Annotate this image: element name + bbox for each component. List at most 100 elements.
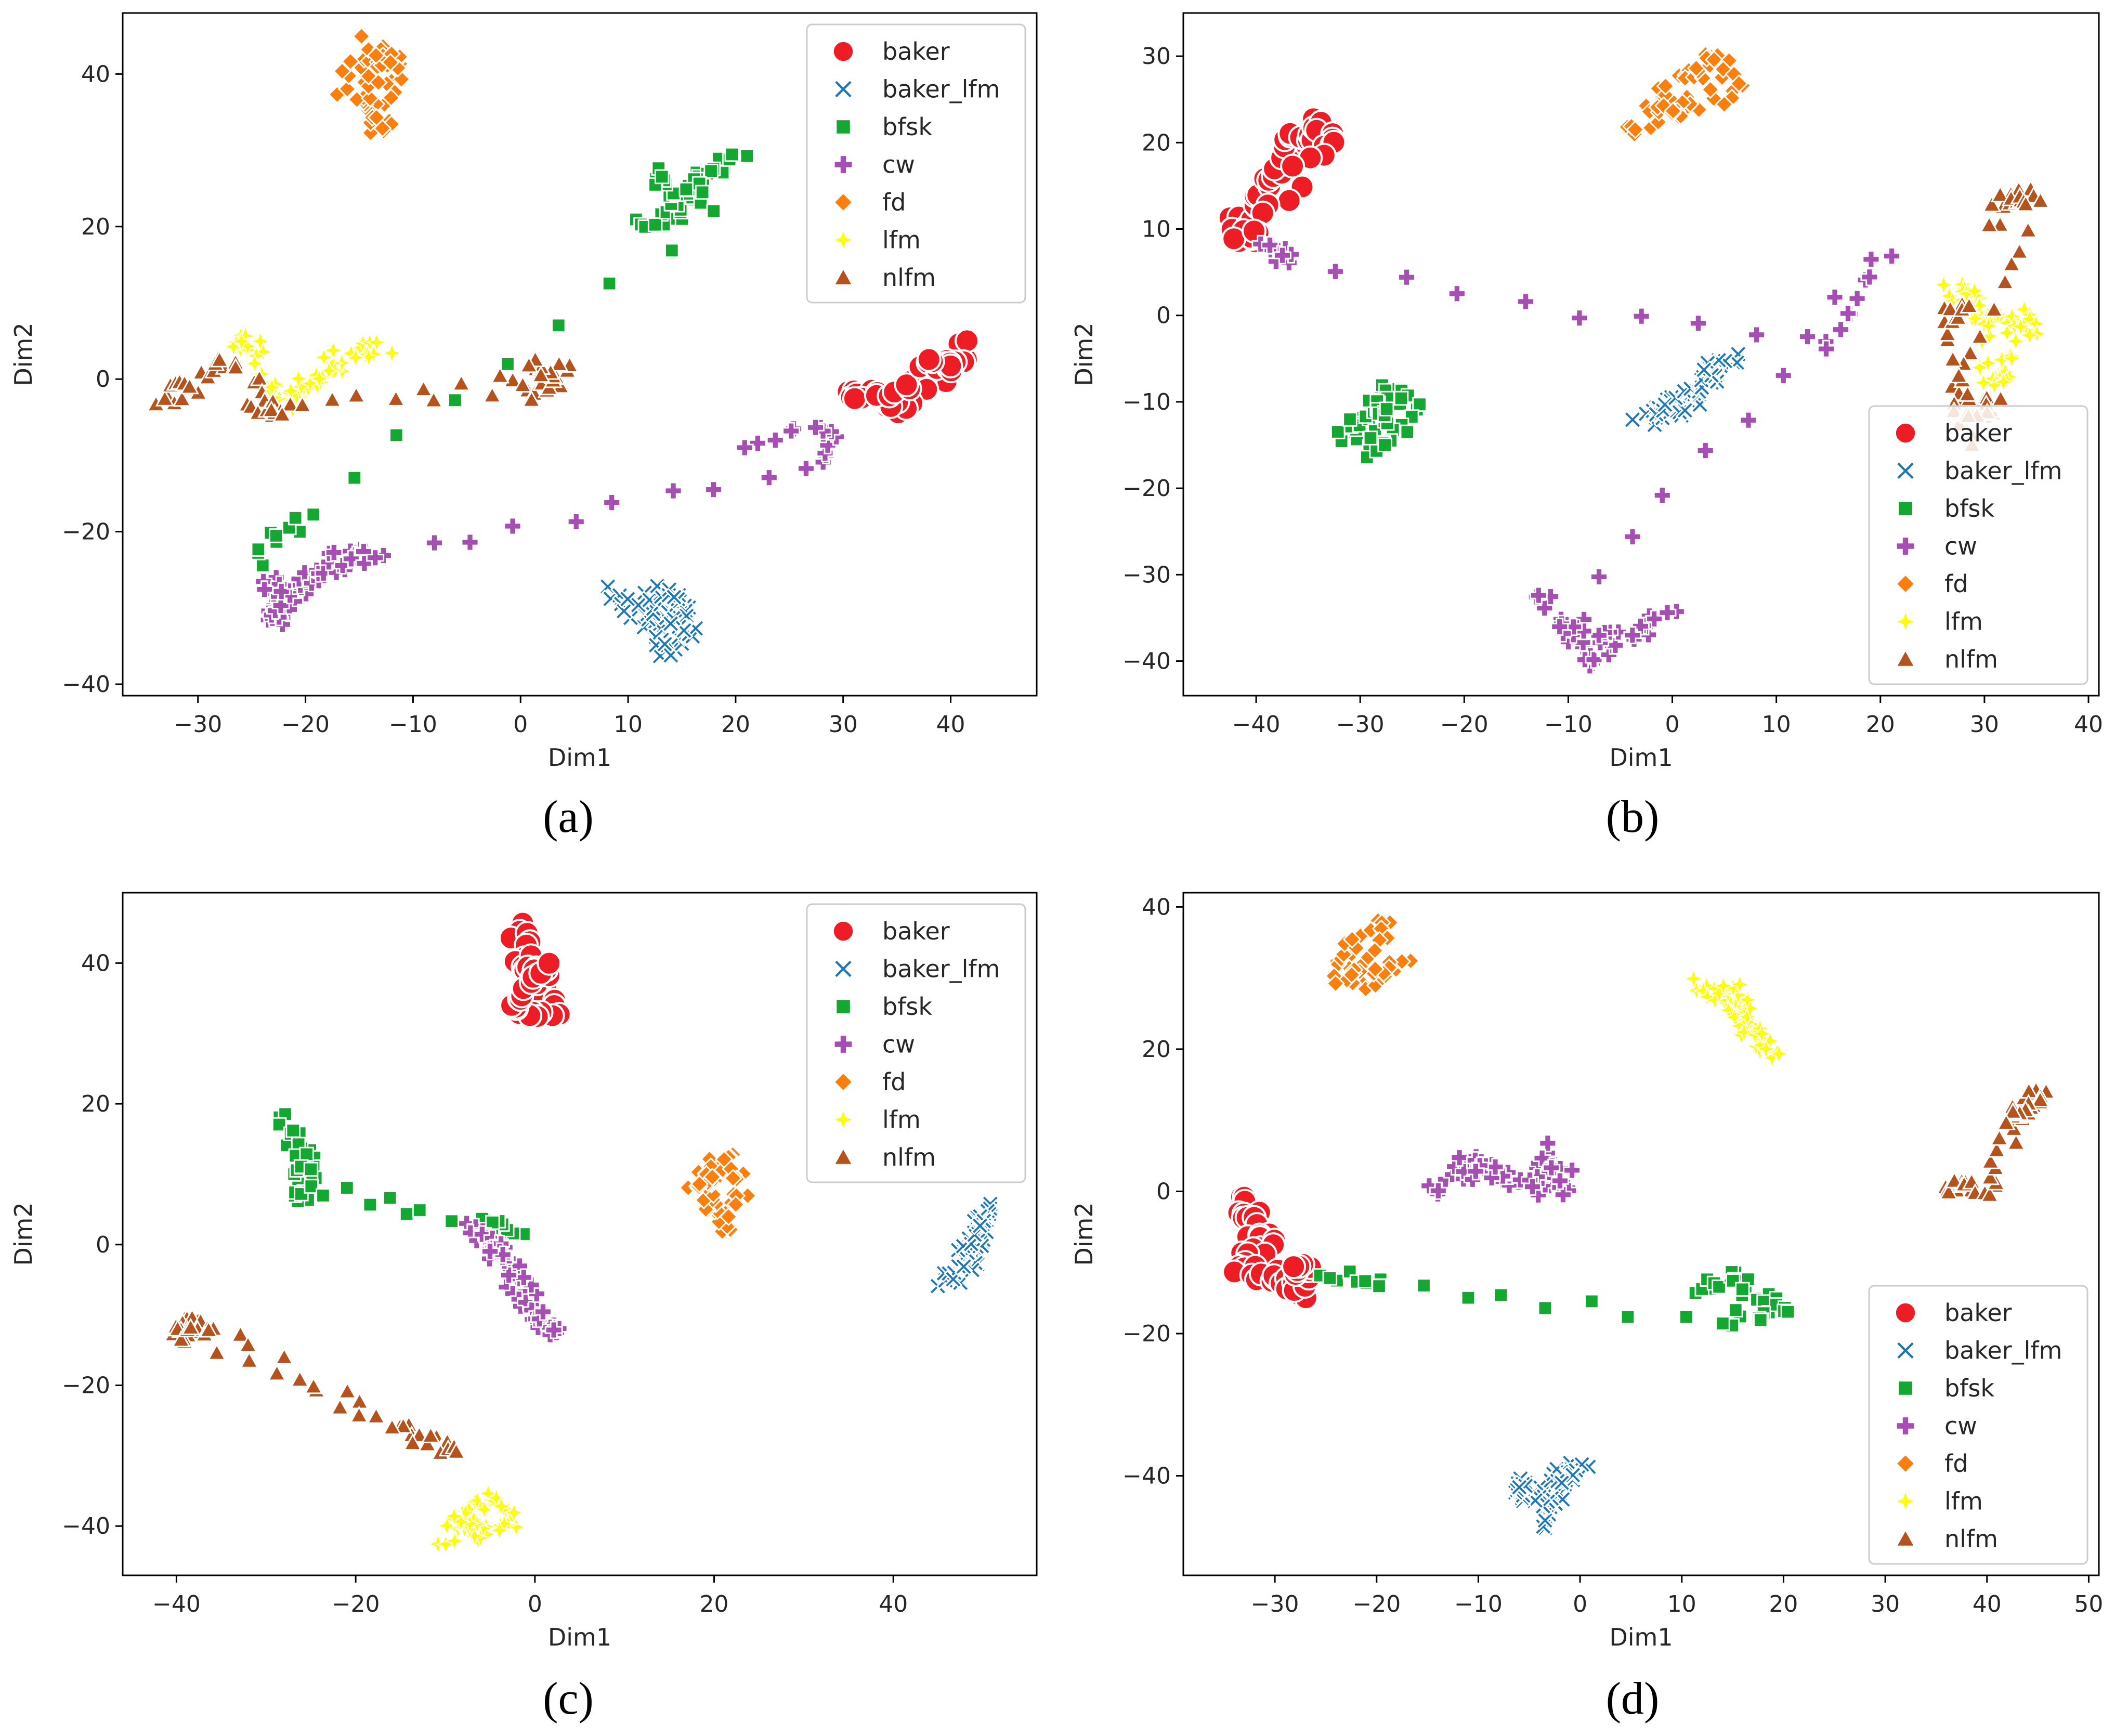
point-nlfm: [519, 356, 539, 373]
point-bfsk: [1379, 401, 1394, 416]
y-tick-label: 0: [1156, 303, 1171, 329]
point-bfsk: [251, 542, 266, 557]
point-nlfm: [447, 1442, 466, 1459]
point-lfm: [253, 341, 275, 363]
legend-label-fd: fd: [1944, 1450, 1968, 1478]
x-tick-label: 20: [1866, 711, 1895, 738]
plot-frame: [122, 12, 1038, 697]
series-fd: [1324, 911, 1420, 999]
point-lfm: [489, 1519, 511, 1541]
point-nlfm: [210, 350, 229, 368]
point-lfm: [1996, 322, 2018, 344]
point-cw: [1326, 262, 1344, 281]
point-cw: [1590, 568, 1608, 586]
point-fd: [1704, 50, 1724, 69]
point-nlfm: [2016, 194, 2035, 212]
point-nlfm: [2003, 1102, 2023, 1119]
point-bfsk: [654, 169, 670, 185]
point-nlfm: [386, 389, 406, 407]
panel-c: −40 −20 0 20 40−40−2002040Dim1Dim2bakerbaker…: [9, 892, 1038, 1724]
point-bfsk: [444, 1213, 459, 1229]
series-nlfm: [1936, 1080, 2056, 1203]
point-bfsk: [551, 318, 566, 333]
point-baker_lfm: [618, 590, 637, 609]
point-nlfm: [226, 358, 245, 375]
point-cw: [1862, 250, 1881, 269]
point-cw: [1585, 650, 1603, 669]
point-fd: [341, 52, 360, 71]
point-cw: [766, 431, 785, 449]
series-bfsk: [1330, 377, 1427, 465]
series-baker: [1217, 106, 1347, 254]
point-bfsk: [340, 1180, 355, 1195]
x-tick-label: 10: [1762, 711, 1791, 738]
point-cw: [1542, 1158, 1561, 1177]
point-fd: [381, 53, 400, 72]
point-lfm: [1933, 274, 1955, 296]
x-axis-title: Dim1: [1609, 743, 1673, 772]
point-baker: [916, 347, 942, 372]
x-tick-label: 10: [1667, 1591, 1696, 1617]
legend-marker-bfsk: [834, 118, 852, 136]
point-lfm: [1696, 986, 1718, 1008]
point-cw: [1848, 289, 1866, 308]
point-nlfm: [1979, 215, 1999, 233]
point-cw: [1838, 304, 1857, 323]
y-tick-label: −10: [1122, 389, 1171, 415]
point-fd: [1701, 80, 1720, 99]
point-cw: [272, 582, 291, 601]
point-cw: [1631, 617, 1650, 635]
legend-marker-bfsk: [1897, 500, 1914, 517]
point-baker_lfm: [1525, 1491, 1545, 1510]
point-bfsk: [1715, 1316, 1730, 1331]
point-nlfm: [304, 1377, 323, 1394]
point-nlfm: [424, 390, 443, 408]
legend-marker-fd: [1895, 1453, 1916, 1474]
point-nlfm: [2030, 1090, 2050, 1108]
point-nlfm: [549, 354, 569, 372]
point-cw: [1832, 320, 1850, 339]
y-tick-label: 20: [1142, 129, 1171, 156]
point-nlfm: [1985, 299, 2004, 317]
point-cw: [567, 512, 585, 531]
series-cw: [458, 1214, 568, 1344]
point-nlfm: [394, 1416, 413, 1434]
x-tick-label: −30: [1251, 1591, 1299, 1617]
point-bfsk: [695, 185, 710, 200]
point-cw: [1570, 309, 1589, 328]
point-fd: [333, 61, 352, 81]
point-bfsk: [1342, 412, 1357, 427]
panel-caption: (c): [543, 1674, 594, 1724]
point-nlfm: [155, 389, 175, 407]
point-bfsk: [664, 243, 680, 258]
point-bfsk: [255, 558, 270, 573]
point-lfm: [322, 340, 344, 361]
legend-label-bfsk: bfsk: [1944, 494, 1994, 523]
point-fd: [1626, 120, 1645, 139]
point-cw: [1739, 411, 1758, 429]
y-axis-title: Dim2: [9, 322, 37, 386]
point-nlfm: [1980, 1168, 2000, 1185]
point-bfsk: [1393, 390, 1409, 406]
point-fd: [1656, 76, 1675, 96]
series-cw: [1251, 234, 1901, 675]
legend-label-baker: baker: [882, 37, 950, 66]
point-lfm: [1768, 1043, 1790, 1065]
point-cw: [704, 480, 723, 499]
point-bfsk: [1493, 1287, 1509, 1303]
panel-d: −30 −20 −10 0 10 20 30 40 50 −40 −20 0 20 40 Dim1 Dim2 b…: [1070, 892, 2103, 1724]
legend-marker-fd: [832, 1071, 854, 1093]
x-tick-label: −20: [1352, 1591, 1401, 1617]
y-tick-label: 40: [81, 950, 110, 976]
point-cw: [1689, 314, 1707, 333]
point-nlfm: [1949, 366, 1968, 384]
point-nlfm: [230, 1325, 250, 1342]
point-bfsk: [739, 148, 755, 164]
point-bfsk: [1322, 1271, 1338, 1286]
point-nlfm: [239, 1351, 259, 1368]
point-bfsk: [1753, 1312, 1768, 1328]
point-lfm: [444, 1530, 466, 1552]
